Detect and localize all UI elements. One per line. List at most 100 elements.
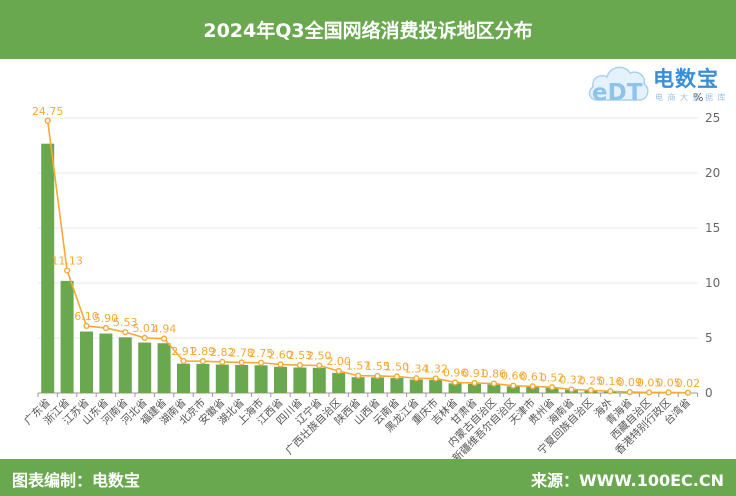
line-point [413, 375, 420, 382]
data-label: 0.66 [501, 370, 526, 383]
line-point [355, 372, 362, 379]
bar [60, 280, 74, 393]
bar [390, 377, 404, 393]
line-point [277, 361, 284, 368]
bar [448, 383, 462, 393]
line-point [141, 334, 148, 341]
bar [138, 342, 152, 393]
line-point [393, 373, 401, 380]
line-point [335, 367, 342, 375]
bar [312, 367, 326, 393]
data-label: 1.57 [346, 360, 371, 373]
y-tick-label: 15 [705, 221, 720, 235]
bar [118, 337, 132, 393]
line-point [529, 383, 536, 390]
bar [254, 365, 268, 393]
bar-series [41, 143, 695, 393]
data-label: 2.78 [229, 346, 254, 359]
y-tick-label: 0 [705, 386, 713, 400]
y-axis-unit-label: % [693, 91, 703, 104]
line-point [490, 380, 498, 387]
line-point [238, 359, 245, 366]
footer-credit: 图表编制：电数宝 [12, 471, 141, 490]
data-label: 6.10 [74, 310, 99, 323]
data-label: 0.25 [579, 374, 604, 387]
data-label-layer: 24.7511.136.105.905.535.014.942.912.892.… [32, 105, 700, 390]
line-point [258, 359, 265, 366]
line-point [63, 267, 71, 274]
data-label: 4.94 [152, 323, 177, 336]
line-point [374, 372, 381, 380]
logo-mark-text: eDT [592, 80, 643, 106]
bar [409, 379, 423, 393]
data-label: 5.53 [113, 316, 138, 329]
bar [196, 363, 210, 393]
data-label: 2.50 [307, 350, 332, 363]
bar [215, 364, 229, 393]
data-label: 2.91 [171, 345, 196, 358]
data-label: 0.09 [617, 376, 642, 389]
bar [274, 366, 287, 393]
line-point [471, 379, 478, 387]
series-line [46, 120, 688, 394]
bar [468, 383, 481, 393]
data-label: 2.75 [249, 347, 274, 360]
data-label: 5.90 [94, 312, 119, 325]
data-label: 1.32 [423, 362, 448, 375]
data-label: 0.52 [540, 371, 565, 384]
line-point [626, 388, 633, 396]
line-point [645, 389, 653, 396]
line-point [83, 322, 90, 330]
line-point [510, 382, 517, 389]
line-point [102, 325, 110, 332]
data-label: 1.50 [385, 361, 410, 374]
line-point [296, 362, 304, 369]
data-label: 11.13 [51, 255, 83, 268]
line-point [161, 335, 168, 342]
y-tick-label: 20 [705, 166, 720, 180]
line-point [199, 358, 207, 365]
bar [429, 379, 443, 393]
brand-logo: eDT 电数宝 电商大数据库 [585, 60, 733, 108]
line-point [587, 387, 595, 394]
title-bar: 2024年Q3全国网络消费投诉地区分布 [0, 0, 736, 59]
data-label: 0.96 [443, 366, 468, 379]
data-label: 0.61 [520, 370, 545, 383]
data-label: 2.60 [268, 348, 293, 361]
line-point [316, 362, 323, 369]
line-series [44, 117, 692, 396]
x-axis: 广东省浙江省江苏省山东省河南省河北省福建省湖南省北京市安徽省湖北省上海市江西省四… [21, 393, 699, 465]
bar [41, 143, 55, 393]
line-point [684, 389, 692, 396]
data-label: 2.53 [288, 349, 313, 362]
line-point [665, 389, 672, 396]
data-label: 0.02 [676, 377, 701, 390]
data-label: 0.16 [598, 375, 623, 388]
y-tick-label: 5 [705, 331, 713, 345]
logo-name: 电数宝 [653, 67, 719, 91]
footer-source: 来源：WWW.100EC.CN [530, 471, 724, 490]
footer-bar: 图表编制：电数宝 来源：WWW.100EC.CN [0, 459, 736, 496]
bar [526, 386, 540, 393]
data-label: 24.75 [32, 105, 64, 118]
line-point [219, 358, 226, 366]
line-point [452, 379, 459, 386]
line-point [432, 375, 439, 382]
data-label: 0.05 [656, 376, 681, 389]
bar [332, 372, 346, 393]
data-label: 0.86 [482, 368, 507, 381]
data-label: 2.82 [210, 346, 235, 359]
line-point [180, 357, 187, 365]
bar [487, 384, 501, 393]
bar [235, 364, 249, 393]
data-label: 2.00 [326, 355, 351, 368]
logo-cloud-icon: eDT [588, 66, 649, 106]
line-point [568, 386, 575, 393]
bar [80, 331, 93, 393]
y-tick-label: 10 [705, 276, 720, 290]
bar [371, 377, 384, 393]
data-label: 2.89 [191, 345, 216, 358]
bar [506, 386, 520, 393]
